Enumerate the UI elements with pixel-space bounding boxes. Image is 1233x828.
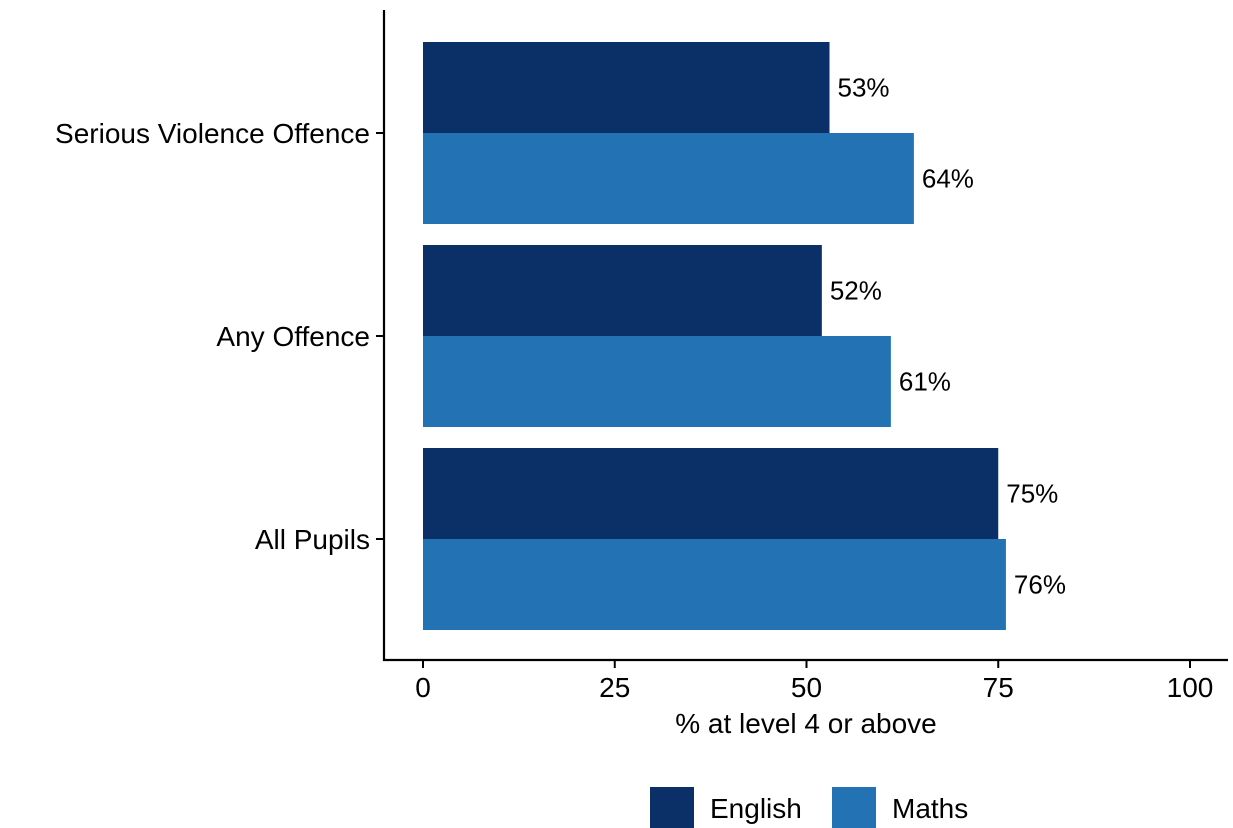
y-tick-label-serious-violence-offence: Serious Violence Offence: [55, 118, 370, 149]
x-ticks: 0 25 50 75 100: [415, 660, 1213, 703]
data-label-maths-all-pupils: 76%: [1014, 570, 1066, 600]
data-label-maths-serious-violence-offence: 64%: [922, 164, 974, 194]
legend-label-english: English: [710, 793, 802, 824]
data-label-english-any-offence: 52%: [830, 276, 882, 306]
bar-maths-any-offence: [423, 336, 891, 427]
x-tick-label: 0: [415, 672, 431, 703]
data-label-english-serious-violence-offence: 53%: [838, 73, 890, 103]
bars-layer: [423, 42, 1006, 630]
legend-label-maths: Maths: [892, 793, 968, 824]
x-tick-label: 75: [983, 672, 1014, 703]
legend-swatch-english: [650, 787, 694, 828]
bar-maths-serious-violence-offence: [423, 133, 914, 224]
bar-english-serious-violence-offence: [423, 42, 830, 133]
data-labels-layer: 53% 64% 52% 61% 75% 76%: [830, 73, 1066, 600]
x-tick-label: 100: [1167, 672, 1214, 703]
x-tick-label: 25: [599, 672, 630, 703]
bar-english-any-offence: [423, 245, 822, 336]
y-tick-label-any-offence: Any Offence: [216, 321, 370, 352]
x-axis-title: % at level 4 or above: [675, 708, 937, 739]
legend-swatch-maths: [832, 787, 876, 828]
bar-english-all-pupils: [423, 448, 999, 539]
y-ticks: Serious Violence Offence Any Offence All P…: [55, 118, 384, 555]
legend: English Maths: [650, 787, 968, 828]
data-label-english-all-pupils: 75%: [1006, 479, 1058, 509]
data-label-maths-any-offence: 61%: [899, 367, 951, 397]
bar-maths-all-pupils: [423, 539, 1006, 630]
y-tick-label-all-pupils: All Pupils: [255, 524, 370, 555]
x-tick-label: 50: [791, 672, 822, 703]
